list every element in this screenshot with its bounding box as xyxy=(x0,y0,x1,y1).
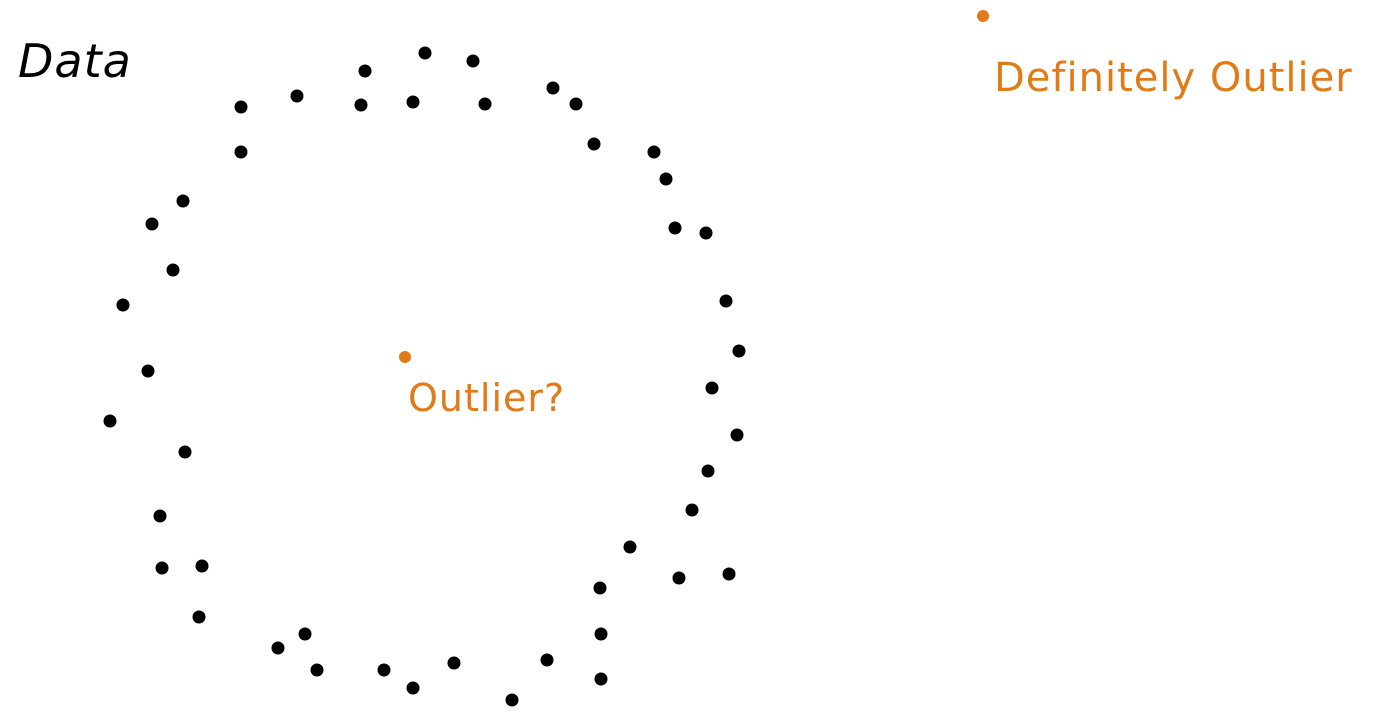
data-point xyxy=(354,98,368,112)
data-point xyxy=(116,298,130,312)
data-point xyxy=(623,540,637,554)
data-point xyxy=(685,503,699,517)
data-point xyxy=(705,381,719,395)
data-point xyxy=(672,571,686,585)
data-point xyxy=(310,663,324,677)
data-point xyxy=(447,656,461,670)
data-point xyxy=(141,364,155,378)
data-title: Data xyxy=(18,34,132,88)
data-point xyxy=(569,97,583,111)
data-point xyxy=(587,137,601,151)
data-point xyxy=(234,100,248,114)
data-point xyxy=(593,581,607,595)
data-point xyxy=(178,445,192,459)
data-point xyxy=(668,221,682,235)
data-point xyxy=(722,567,736,581)
data-point xyxy=(659,172,673,186)
data-point xyxy=(699,226,713,240)
data-point xyxy=(594,672,608,686)
data-point xyxy=(145,217,159,231)
data-point xyxy=(298,627,312,641)
data-point xyxy=(546,81,560,95)
data-point xyxy=(358,64,372,78)
data-point xyxy=(234,145,248,159)
data-point xyxy=(540,653,554,667)
data-point xyxy=(406,95,420,109)
data-point xyxy=(103,414,117,428)
data-point xyxy=(377,663,391,677)
definitely-outlier-label: Definitely Outlier xyxy=(994,55,1353,101)
data-point xyxy=(732,344,746,358)
data-point xyxy=(478,97,492,111)
outlier-question-label: Outlier? xyxy=(408,376,566,420)
data-point xyxy=(701,464,715,478)
data-point xyxy=(505,693,519,707)
outlier-point xyxy=(399,351,411,363)
data-point xyxy=(647,145,661,159)
data-point xyxy=(271,641,285,655)
data-point xyxy=(594,627,608,641)
data-point xyxy=(466,54,480,68)
data-point xyxy=(418,46,432,60)
data-point xyxy=(192,610,206,624)
data-point xyxy=(153,509,167,523)
data-point xyxy=(195,559,209,573)
data-point xyxy=(719,294,733,308)
data-point xyxy=(730,428,744,442)
data-point xyxy=(155,561,169,575)
data-point xyxy=(176,194,190,208)
data-point xyxy=(406,681,420,695)
data-point xyxy=(166,263,180,277)
data-point xyxy=(290,89,304,103)
outlier-point xyxy=(977,10,989,22)
